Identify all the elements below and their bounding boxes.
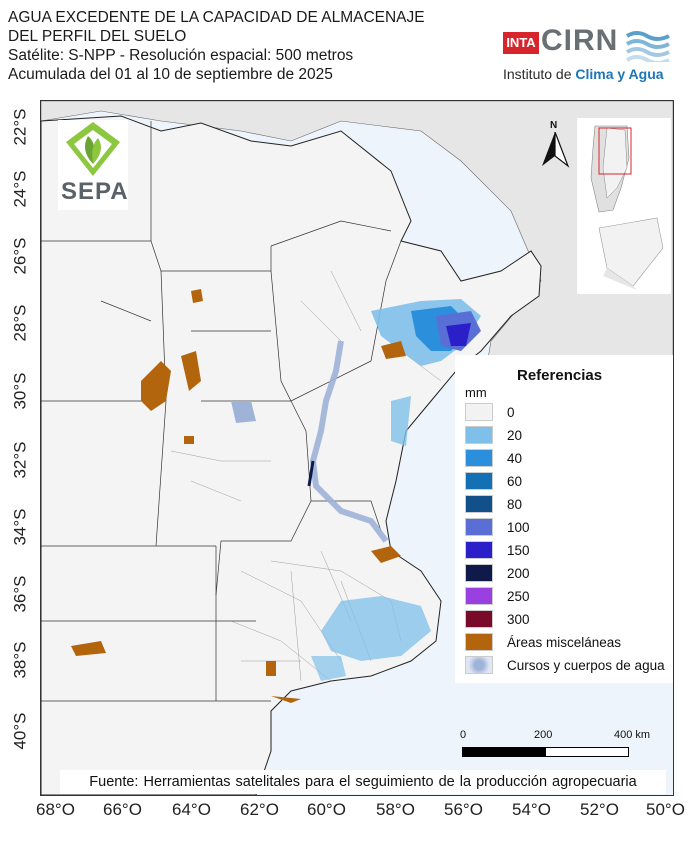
lon-tick-66o: 66°O <box>103 800 142 819</box>
legend-swatch <box>465 587 493 605</box>
legend-item-8: 250 <box>465 587 530 605</box>
sepa-logo-text: SEPA <box>61 178 129 205</box>
cirn-logo-text: CIRN <box>541 24 619 57</box>
legend-label: 20 <box>507 427 523 443</box>
locator-inset-map <box>590 125 664 290</box>
north-arrow: N <box>538 120 572 168</box>
lon-tick-60o: 60°O <box>307 800 346 819</box>
lat-tick-36s: 36°S <box>10 575 30 613</box>
lat-tick-40s: 40°S <box>10 712 30 750</box>
lon-tick-52o: 52°O <box>580 800 619 819</box>
legend-swatch <box>465 426 493 444</box>
legend-unit: mm <box>465 385 487 400</box>
scale-label-0: 0 <box>460 729 467 741</box>
scale-segment-black <box>462 747 546 757</box>
legend-item-7: 200 <box>465 564 530 582</box>
scale-bar: 0 200 400 km <box>450 725 670 765</box>
legend-swatch <box>465 495 493 513</box>
miscellaneous-areas <box>71 289 406 703</box>
legend-swatch <box>465 449 493 467</box>
legend-label: Áreas misceláneas <box>507 634 622 650</box>
lon-tick-62o: 62°O <box>240 800 279 819</box>
title-line-1: AGUA EXCEDENTE DE LA CAPACIDAD DE ALMACE… <box>8 9 425 26</box>
lat-tick-24s: 24°S <box>10 170 30 208</box>
sepa-logo: SEPA <box>58 120 128 210</box>
title-line-2: DEL PERFIL DEL SUELO <box>8 28 187 45</box>
legend-swatch <box>465 610 493 628</box>
excess-water-zones <box>231 299 481 681</box>
cirn-subtitle-highlight: Clima y Agua <box>575 66 664 82</box>
lat-tick-34s: 34°S <box>10 508 30 546</box>
river-core <box>307 460 315 487</box>
source-caption: Fuente: Herramientas satelitales para el… <box>60 770 666 794</box>
legend-label: 150 <box>507 542 530 558</box>
waves-icon <box>625 31 670 62</box>
lon-tick-68o: 68°O <box>36 800 75 819</box>
legend-label: 0 <box>507 404 515 420</box>
legend-label: 40 <box>507 450 523 466</box>
scale-label-200: 200 <box>534 729 553 741</box>
legend-item-0: 0 <box>465 403 515 421</box>
cirn-subtitle-prefix: Instituto de <box>503 66 576 82</box>
legend-label: 200 <box>507 565 530 581</box>
legend-swatch-water <box>465 656 493 674</box>
lon-tick-54o: 54°O <box>512 800 551 819</box>
subtitle-line-2: Acumulada del 01 al 10 de septiembre de … <box>8 66 333 83</box>
legend-item-4: 80 <box>465 495 522 513</box>
north-label: N <box>550 120 558 131</box>
legend-item-2: 40 <box>465 449 522 467</box>
lat-tick-32s: 32°S <box>10 441 30 479</box>
legend-label: 100 <box>507 519 530 535</box>
lat-tick-38s: 38°S <box>10 641 30 679</box>
locator-inset <box>577 118 671 294</box>
legend: Referencias mm 0 20 40 60 80 100 150 200… <box>455 355 673 683</box>
north-arrow-icon <box>542 132 570 168</box>
legend-swatch <box>465 564 493 582</box>
legend-item-10: Áreas misceláneas <box>465 633 621 651</box>
lat-tick-30s: 30°S <box>10 372 30 410</box>
legend-item-9: 300 <box>465 610 530 628</box>
lat-tick-26s: 26°S <box>10 237 30 275</box>
legend-item-11: Cursos y cuerpos de agua <box>465 656 665 674</box>
map-title-block: AGUA EXCEDENTE DE LA CAPACIDAD DE ALMACE… <box>8 8 425 84</box>
legend-swatch <box>465 472 493 490</box>
legend-label: 80 <box>507 496 523 512</box>
scale-segment-white <box>545 747 629 757</box>
legend-label: 60 <box>507 473 523 489</box>
province-boundaries <box>41 121 402 702</box>
legend-item-3: 60 <box>465 472 522 490</box>
lat-tick-22s: 22°S <box>10 108 30 146</box>
legend-label: 250 <box>507 588 530 604</box>
lon-tick-64o: 64°O <box>172 800 211 819</box>
legend-item-5: 100 <box>465 518 530 536</box>
lat-tick-28s: 28°S <box>10 304 30 342</box>
lon-tick-58o: 58°O <box>376 800 415 819</box>
cirn-subtitle: Instituto de Clima y Agua <box>503 66 664 82</box>
lon-tick-56o: 56°O <box>444 800 483 819</box>
subtitle-line-1: Satélite: S-NPP - Resolución espacial: 5… <box>8 47 354 64</box>
legend-title: Referencias <box>517 367 603 384</box>
legend-item-1: 20 <box>465 426 522 444</box>
lon-tick-50o: 50°O <box>646 800 685 819</box>
scale-label-400: 400 km <box>614 729 651 741</box>
legend-label: 300 <box>507 611 530 627</box>
sepa-leaf-icon <box>66 122 120 176</box>
inta-logo: INTA <box>503 32 539 54</box>
legend-label: Cursos y cuerpos de agua <box>507 657 665 673</box>
legend-swatch <box>465 633 493 651</box>
inta-cirn-logo: INTA CIRN Instituto de Clima y Agua <box>503 24 693 90</box>
legend-swatch <box>465 541 493 559</box>
legend-item-6: 150 <box>465 541 530 559</box>
legend-swatch <box>465 518 493 536</box>
legend-swatch <box>465 403 493 421</box>
